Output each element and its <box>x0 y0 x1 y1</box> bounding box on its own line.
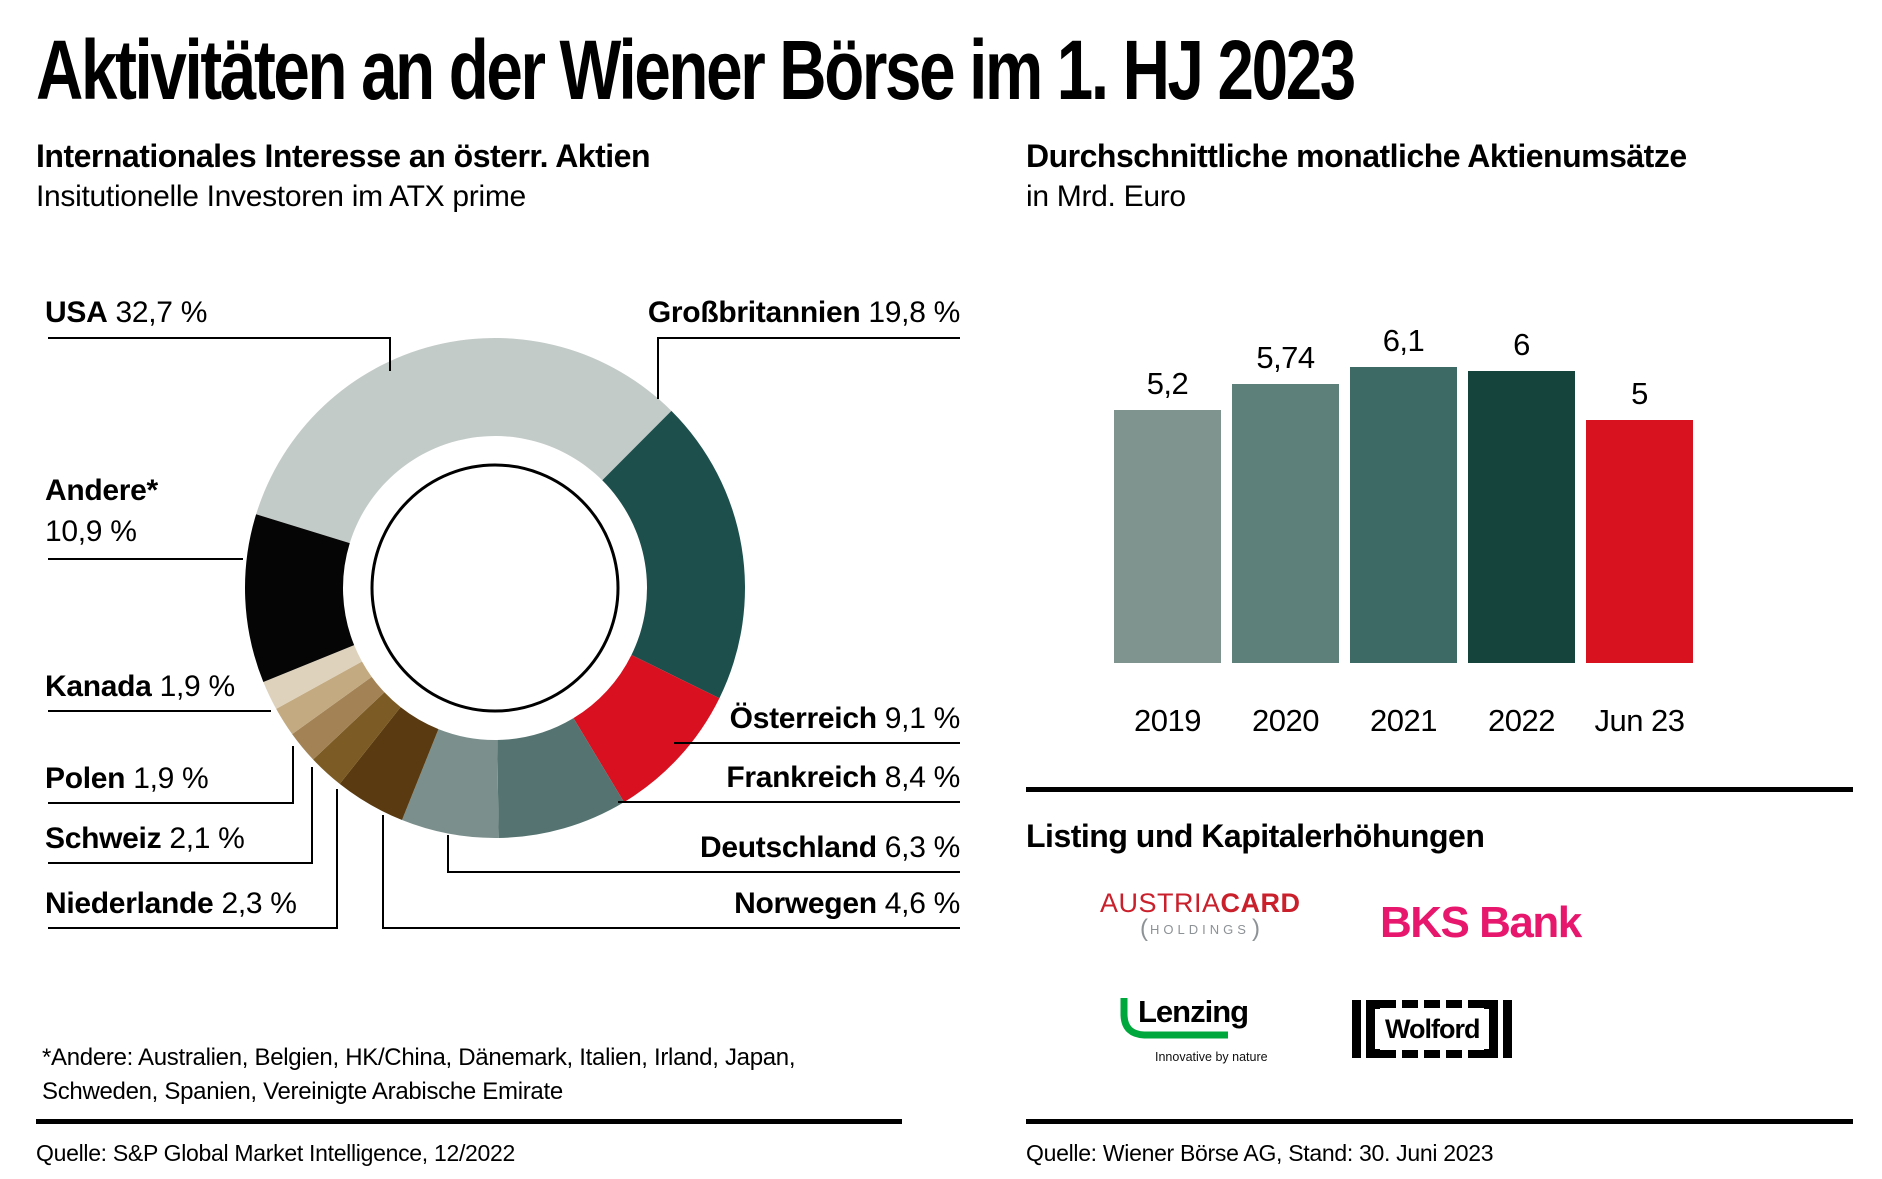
austriacard-logo: AUSTRIACARD ( HOLDINGS ) <box>1100 888 1300 942</box>
leader-line-gb <box>657 337 960 399</box>
donut-label-de: Deutschland 6,3 % <box>700 831 960 864</box>
bar-chart-title: Durchschnittliche monatliche Aktienumsät… <box>1026 138 1687 174</box>
wolford-right-bracket-icon <box>1484 1000 1499 1058</box>
donut-segment-pl <box>276 661 372 735</box>
bar-value-label: 6 <box>1513 327 1530 363</box>
bar-chart: 5,2 2019 5,74 2020 6,1 2021 6 2022 5 Jun 23 <box>1020 323 1880 750</box>
bar-value-label: 6,1 <box>1382 322 1425 358</box>
lenzing-tagline: Innovative by nature <box>1155 1050 1268 1064</box>
austriacard-name-regular: AUSTRIA <box>1100 888 1221 918</box>
lenzing-logo: Lenzing Innovative by nature <box>1118 994 1288 1066</box>
donut-segment-fr <box>497 718 625 838</box>
leader-line-ch <box>48 767 313 864</box>
bar-category-label: 2021 <box>1370 703 1437 738</box>
source-right: Quelle: Wiener Börse AG, Stand: 30. Juni… <box>1026 1140 1494 1166</box>
left-paren-icon: ( <box>1140 915 1149 942</box>
donut-segment-ca <box>263 645 362 709</box>
donut-label-at: Österreich 9,1 % <box>729 702 961 735</box>
donut-label-ca: Kanada 1,9 % <box>45 670 235 703</box>
donut-segment-ch <box>292 676 385 760</box>
leader-line-usa <box>48 337 391 371</box>
wolford-wordmark: Wolford <box>1380 1000 1485 1058</box>
donut-label-usa: USA 32,7 % <box>45 296 208 329</box>
wolford-bar-icon <box>1503 1000 1513 1058</box>
donut-label-nl: Niederlande 2,3 % <box>45 887 297 920</box>
donut-label-gb: Großbritannien 19,8 % <box>647 296 960 329</box>
divider-line <box>1026 1119 1853 1124</box>
leader-line-de <box>447 835 960 873</box>
bar-value-label: 5 <box>1631 376 1648 411</box>
bar-category-label: Jun 23 <box>1594 703 1685 738</box>
right-paren-icon: ) <box>1251 915 1260 942</box>
lenzing-wordmark: Lenzing <box>1138 994 1249 1029</box>
bar-2020 <box>1232 384 1339 663</box>
donut-inner-circle <box>370 463 620 713</box>
donut-segment-at <box>573 655 720 803</box>
source-left: Quelle: S&P Global Market Intelligence, … <box>36 1140 515 1166</box>
donut-segment-gb <box>602 410 746 699</box>
divider-line <box>36 1119 902 1124</box>
donut-segment-de <box>401 729 499 838</box>
donut-label-fr: Frankreich 8,4 % <box>726 761 960 794</box>
donut-label-andere: Andere* 10,9 % <box>45 474 158 548</box>
bar-value-label: 5,74 <box>1256 340 1315 376</box>
bar-jun-23 <box>1586 420 1693 663</box>
bar-category-label: 2019 <box>1134 703 1201 738</box>
donut-label-no: Norwegen 4,6 % <box>734 887 960 920</box>
divider-line <box>1026 787 1853 792</box>
donut-segment-no <box>339 707 439 821</box>
austriacard-sub-label: HOLDINGS <box>1150 922 1250 937</box>
lenzing-swoosh-icon <box>1120 998 1228 1039</box>
wolford-left-bracket-icon <box>1366 1000 1380 1058</box>
donut-segment-usa <box>256 338 672 544</box>
bks-bank-logo: BKS Bank <box>1380 898 1582 947</box>
wolford-logo: Wolford <box>1352 1000 1513 1058</box>
bar-category-label: 2020 <box>1252 703 1319 738</box>
page-title: Aktivitäten an der Wiener Börse im 1. HJ… <box>36 23 1356 117</box>
bar-2021 <box>1350 366 1457 663</box>
bar-category-label: 2022 <box>1488 703 1555 738</box>
listing-heading: Listing und Kapitalerhöhungen <box>1026 818 1485 854</box>
austriacard-name-bold: CARD <box>1220 888 1301 918</box>
bar-2019 <box>1114 410 1221 663</box>
wolford-bar-icon <box>1352 1000 1361 1058</box>
donut-chart-title: Internationales Interesse an österr. Akt… <box>36 138 650 174</box>
bar-chart-subtitle: in Mrd. Euro <box>1026 180 1186 213</box>
leader-line-pl <box>48 746 294 804</box>
donut-footnote-line2: Schweden, Spanien, Vereinigte Arabische … <box>42 1078 563 1105</box>
austriacard-holdings: ( HOLDINGS ) <box>1100 915 1300 942</box>
donut-segment-andere <box>244 514 355 682</box>
donut-label-pl: Polen 1,9 % <box>45 762 209 795</box>
bar-2022 <box>1468 371 1575 663</box>
donut-segment-nl <box>313 692 401 784</box>
austriacard-wordmark: AUSTRIACARD <box>1100 888 1300 918</box>
leader-line-no <box>382 815 960 929</box>
donut-chart-subtitle: Insitutionelle Investoren im ATX prime <box>36 180 526 213</box>
donut-label-ch: Schweiz 2,1 % <box>45 822 245 855</box>
leader-line-nl <box>48 789 338 929</box>
donut-footnote-line1: *Andere: Australien, Belgien, HK/China, … <box>42 1044 796 1071</box>
bar-value-label: 5,2 <box>1146 366 1189 402</box>
